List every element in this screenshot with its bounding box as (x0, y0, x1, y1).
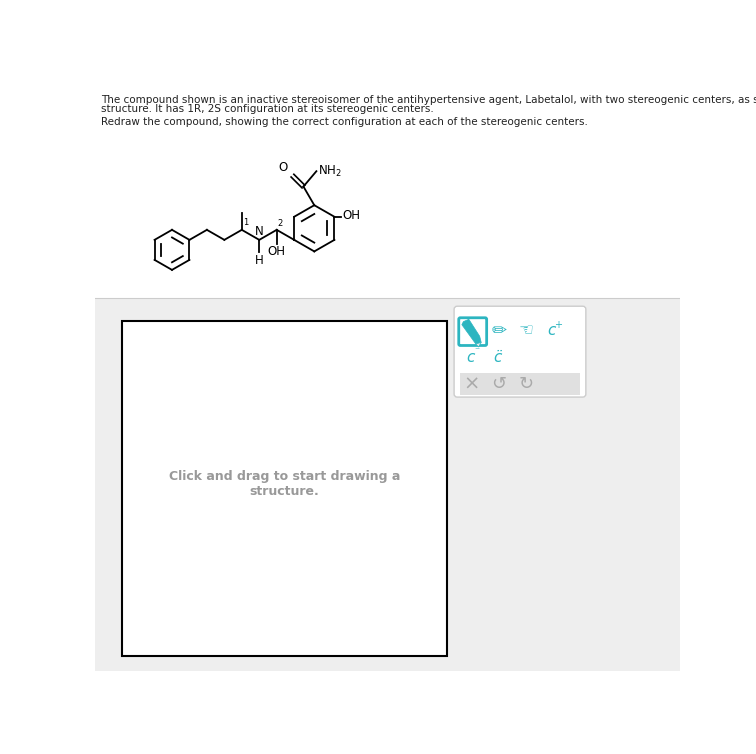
FancyBboxPatch shape (459, 317, 487, 345)
Text: The compound shown is an inactive stereoisomer of the antihypertensive agent, La: The compound shown is an inactive stereo… (101, 95, 756, 105)
Text: OH: OH (268, 245, 286, 259)
Text: ⁻: ⁻ (474, 347, 479, 357)
Bar (460, 373, 580, 395)
Text: 1: 1 (243, 218, 249, 227)
Text: ✏: ✏ (491, 322, 507, 340)
Text: ☜: ☜ (519, 322, 534, 340)
Text: +: + (554, 320, 562, 329)
Text: 2: 2 (277, 219, 283, 228)
Bar (122, 321, 447, 656)
Text: N: N (255, 225, 264, 238)
Text: NH$_2$: NH$_2$ (318, 164, 342, 179)
Text: c: c (547, 323, 556, 338)
Bar (94, 90, 680, 298)
Text: H: H (255, 253, 264, 267)
Polygon shape (476, 342, 482, 347)
Text: Click and drag to start drawing a
structure.: Click and drag to start drawing a struct… (169, 470, 400, 498)
Text: ↻: ↻ (519, 375, 534, 393)
Text: structure. It has 1R, 2S configuration at its stereogenic centers.: structure. It has 1R, 2S configuration a… (101, 103, 433, 114)
Text: c: c (466, 350, 475, 364)
Text: ↺: ↺ (491, 375, 507, 393)
Text: Redraw the compound, showing the correct configuration at each of the stereogeni: Redraw the compound, showing the correct… (101, 117, 587, 127)
Text: OH: OH (342, 210, 360, 222)
Text: O: O (278, 161, 288, 174)
Bar (94, 298, 680, 671)
FancyBboxPatch shape (454, 306, 586, 397)
Text: c̈: c̈ (494, 350, 502, 364)
Text: ×: × (463, 375, 480, 394)
Polygon shape (462, 319, 482, 344)
